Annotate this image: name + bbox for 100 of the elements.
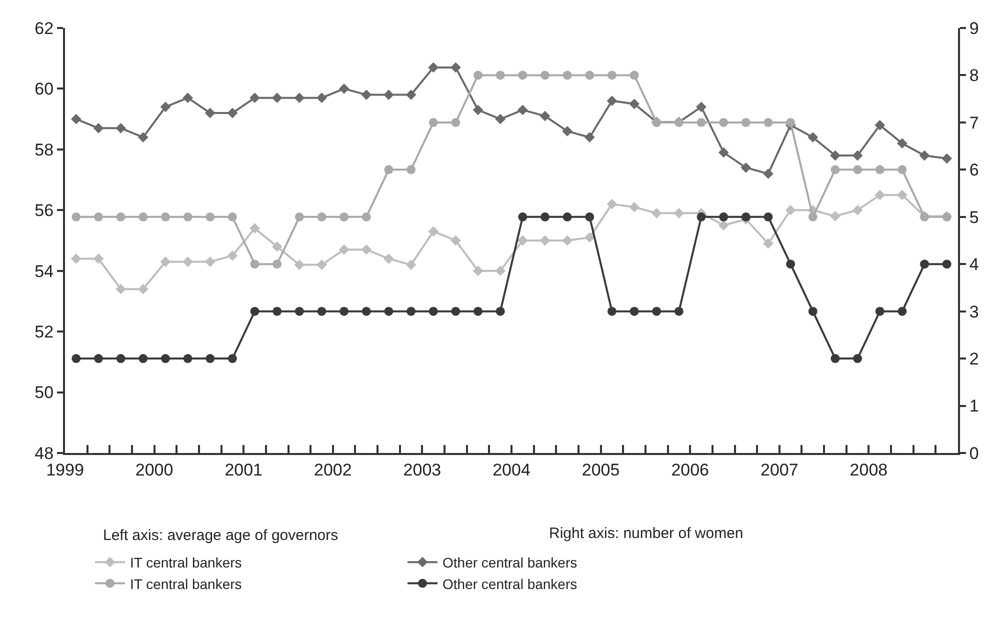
point	[94, 212, 103, 222]
point	[183, 212, 192, 222]
point	[540, 70, 550, 80]
point	[741, 212, 750, 222]
point	[896, 138, 908, 149]
point	[674, 306, 684, 316]
point	[852, 204, 863, 216]
point	[272, 241, 282, 252]
point	[384, 306, 394, 316]
point	[495, 266, 506, 276]
point	[406, 260, 416, 270]
point	[830, 165, 840, 174]
point	[853, 354, 862, 364]
point	[518, 70, 528, 80]
point	[294, 306, 304, 316]
point	[138, 212, 148, 222]
legend-label: Other central bankers	[442, 576, 578, 592]
y2-tick-label: 0	[969, 444, 979, 463]
point	[294, 260, 305, 270]
point	[406, 90, 416, 100]
point	[160, 212, 170, 222]
point	[451, 306, 460, 316]
point	[316, 92, 327, 104]
point	[116, 354, 126, 364]
point	[830, 150, 840, 161]
point	[206, 212, 215, 222]
point	[317, 212, 326, 222]
y-tick-label: 50	[34, 383, 54, 402]
point	[384, 165, 394, 174]
x-tick-label: 2007	[760, 460, 798, 480]
y2-tick-label: 5	[969, 208, 979, 227]
point	[338, 244, 350, 255]
point	[540, 110, 550, 122]
point	[786, 260, 796, 269]
point	[94, 354, 103, 364]
point	[898, 165, 907, 174]
point	[138, 284, 148, 294]
point	[428, 62, 439, 73]
x-tick-label: 2006	[671, 460, 710, 480]
x-tick-label: 2002	[314, 460, 352, 480]
legend-label: Other central bankers	[442, 554, 578, 571]
point	[496, 306, 505, 316]
y-tick-label: 62	[34, 18, 54, 38]
point	[116, 122, 126, 134]
point	[808, 132, 818, 142]
point	[652, 306, 662, 316]
point	[562, 235, 573, 246]
point	[474, 306, 483, 316]
point	[116, 212, 126, 222]
point	[316, 260, 327, 270]
x-tick-label: 2000	[135, 460, 174, 480]
point	[182, 256, 193, 267]
point	[763, 238, 774, 249]
point	[450, 62, 461, 73]
x-tick-label: 1999	[46, 460, 84, 480]
point	[764, 212, 773, 222]
text: Left axis: average age of governors	[103, 527, 338, 544]
point	[204, 256, 216, 267]
point	[472, 266, 484, 276]
x-tick-label: 2008	[850, 460, 888, 480]
point	[874, 190, 886, 200]
point	[696, 118, 706, 127]
y-tick-label: 60	[34, 80, 54, 99]
point	[607, 70, 616, 80]
y2-tick-label: 4	[969, 255, 979, 274]
point	[740, 162, 752, 173]
point	[763, 168, 774, 179]
point	[361, 90, 372, 100]
point	[362, 306, 371, 316]
point	[182, 92, 193, 104]
point	[474, 70, 483, 80]
point	[72, 212, 81, 222]
point	[294, 92, 305, 104]
y-tick-label: 58	[34, 140, 54, 160]
point	[495, 114, 506, 124]
point	[160, 102, 171, 112]
point	[496, 70, 505, 80]
point	[228, 354, 237, 364]
point	[93, 122, 104, 134]
point	[786, 118, 796, 127]
point	[741, 118, 750, 127]
point	[272, 92, 282, 104]
y2-tick-label: 1	[969, 396, 979, 416]
point	[942, 260, 952, 269]
y2-tick-label: 7	[969, 113, 979, 132]
point	[160, 256, 171, 267]
point	[830, 211, 840, 222]
point	[183, 354, 192, 364]
point	[919, 150, 930, 161]
point	[428, 226, 439, 237]
point	[340, 212, 349, 222]
point	[630, 70, 639, 80]
point	[540, 212, 550, 222]
point	[540, 235, 550, 246]
point	[853, 165, 862, 174]
point	[138, 132, 148, 142]
point	[585, 212, 594, 222]
point	[272, 306, 282, 316]
point	[517, 104, 528, 116]
point	[606, 198, 618, 210]
